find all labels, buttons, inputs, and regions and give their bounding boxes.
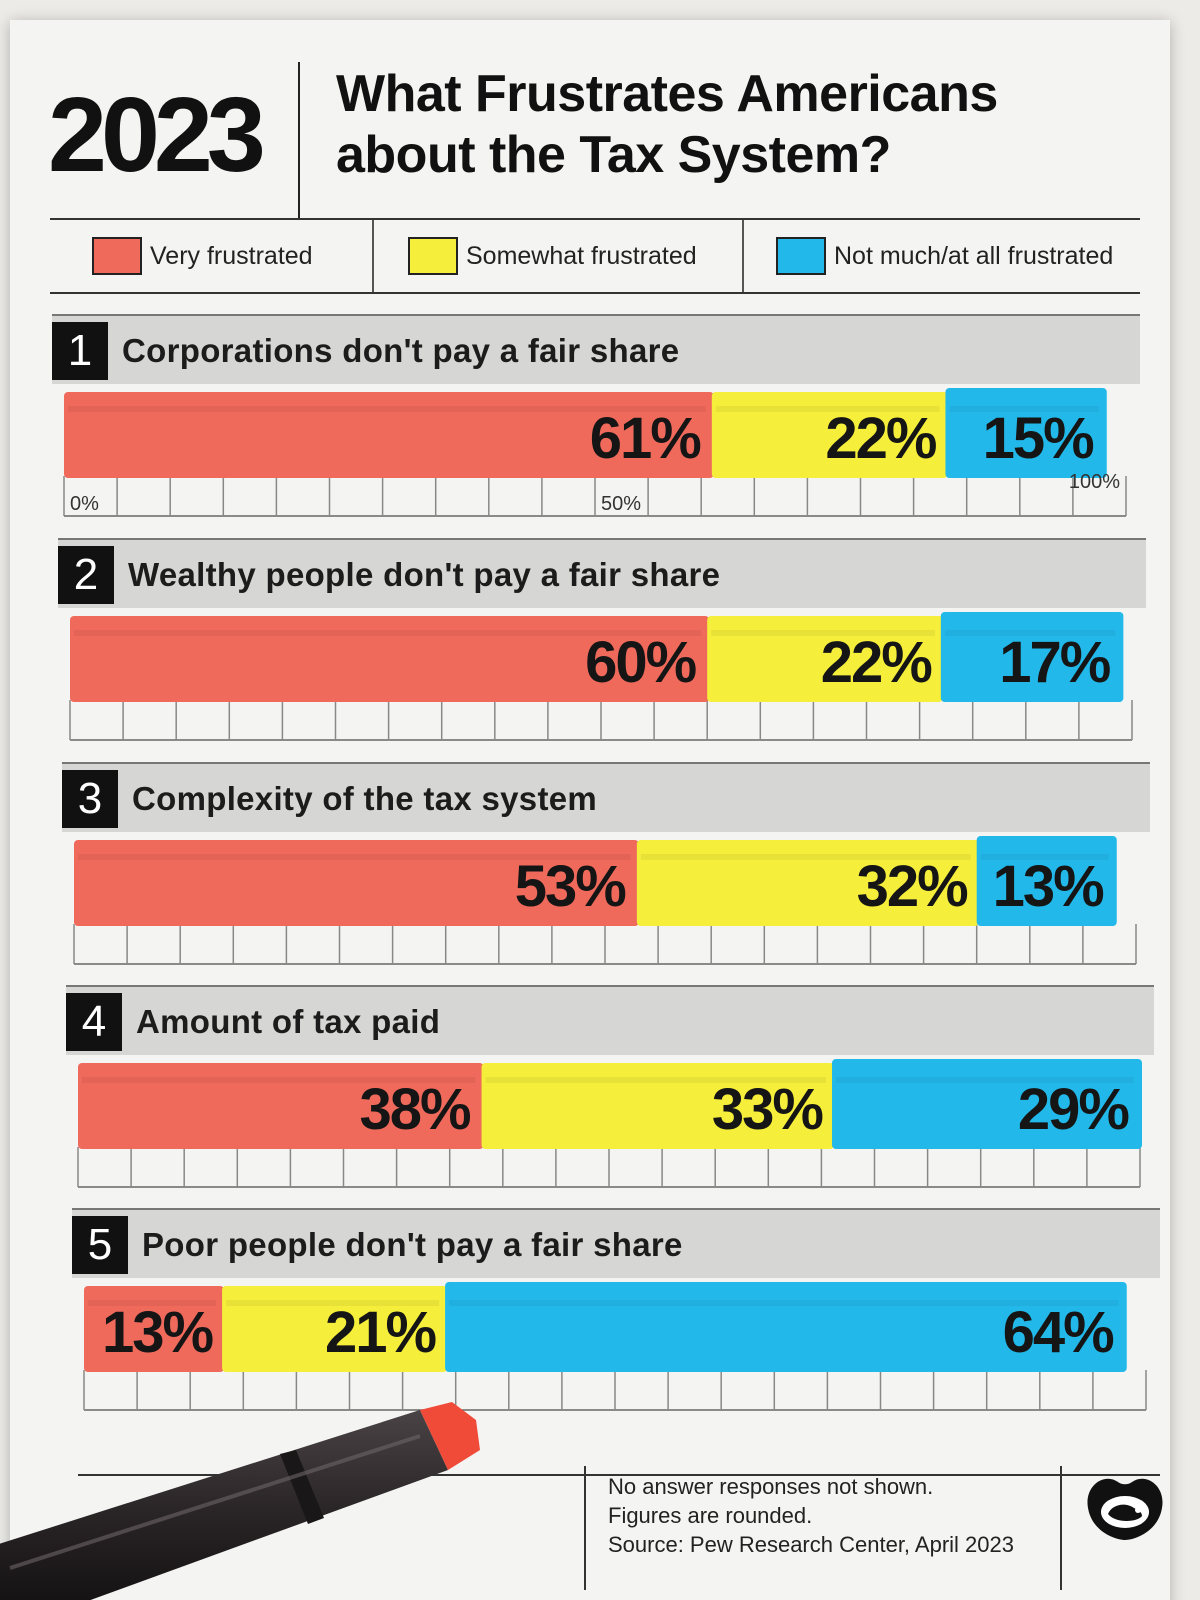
data-label-very: 13%: [102, 1300, 214, 1365]
question-number: 3: [62, 770, 118, 828]
bar-segment-not: [940, 612, 1124, 702]
legend-divider: [372, 220, 374, 292]
bar-chart-row: 38% 33% 29%: [77, 1059, 1142, 1188]
data-label-not: 15%: [983, 406, 1095, 471]
bar-segment-not: [832, 1059, 1142, 1149]
data-label-not: 13%: [993, 854, 1105, 919]
question-band: 4 Amount of tax paid: [66, 985, 1154, 1055]
axis-tick-label: 0%: [70, 493, 99, 515]
marker-streak: [88, 1300, 217, 1306]
footer-divider: [584, 1466, 586, 1590]
footer-rule: [78, 1474, 1160, 1476]
bar-segment-very: [78, 1063, 484, 1149]
question-number: 2: [58, 546, 114, 604]
question-band: 3 Complexity of the tax system: [62, 762, 1150, 832]
marker-streak: [485, 1077, 827, 1083]
legend-divider: [742, 220, 744, 292]
visual-capitalist-logo-icon: [1087, 1478, 1163, 1540]
bar-segment-very: [70, 616, 710, 702]
header-divider: [298, 62, 300, 218]
data-label-somewhat: 22%: [821, 630, 933, 695]
question-number: 1: [52, 322, 108, 380]
question-band: 5 Poor people don't pay a fair share: [72, 1208, 1160, 1278]
year-heading: 2023: [48, 76, 266, 194]
bar-segment-very: [64, 392, 714, 478]
marker-streak: [640, 854, 971, 860]
data-label-somewhat: 22%: [825, 406, 937, 471]
question-number: 5: [72, 1216, 128, 1274]
note-line-1: No answer responses not shown.: [608, 1474, 934, 1499]
footer-note: No answer responses not shown. Figures a…: [608, 1472, 1048, 1559]
data-label-very: 38%: [359, 1077, 471, 1142]
bar-segment-somewhat: [222, 1286, 448, 1372]
axis-tick-label: 50%: [601, 493, 641, 515]
axis-tick-label: 100%: [1069, 471, 1120, 493]
marker-streak: [980, 854, 1109, 860]
bar-segment-somewhat: [707, 616, 943, 702]
data-label-somewhat: 33%: [712, 1077, 824, 1142]
legend-item-somewhat: Somewhat frustrated: [408, 222, 697, 290]
marker-streak: [836, 1077, 1134, 1083]
legend-item-not: Not much/at all frustrated: [776, 222, 1113, 290]
question-band: 1 Corporations don't pay a fair share: [52, 314, 1140, 384]
bar-chart-row: 60% 22% 17%: [69, 612, 1133, 741]
legend-top-rule: [50, 218, 1140, 220]
title-line-2: about the Tax System?: [336, 125, 891, 184]
question-label: Poor people don't pay a fair share: [142, 1226, 683, 1263]
marker-streak: [711, 630, 935, 636]
data-label-somewhat: 32%: [857, 854, 969, 919]
legend-label-very: Very frustrated: [150, 241, 313, 270]
data-label-very: 60%: [585, 630, 697, 695]
data-label-not: 64%: [1003, 1300, 1115, 1365]
bar-chart-row: 13% 21% 64%: [83, 1282, 1147, 1411]
legend-label-somewhat: Somewhat frustrated: [466, 241, 697, 270]
title-line-1: What Frustrates Americans: [336, 65, 998, 123]
question-label: Corporations don't pay a fair share: [122, 332, 680, 369]
marker-pen-icon: [0, 1402, 480, 1600]
data-label-very: 61%: [590, 406, 702, 471]
marker-streak: [715, 406, 940, 412]
question-number: 4: [66, 993, 122, 1051]
bar-segment-not: [445, 1282, 1127, 1372]
marker-streak: [944, 630, 1116, 636]
marker-streak: [82, 1077, 476, 1083]
chart-title: What Frustrates Americans about the Tax …: [336, 64, 1096, 186]
question-band: 2 Wealthy people don't pay a fair share: [58, 538, 1146, 608]
data-label-very: 53%: [515, 854, 627, 919]
legend-item-very: Very frustrated: [92, 222, 313, 290]
data-label-not: 17%: [999, 630, 1111, 695]
marker-streak: [78, 854, 631, 860]
question-label: Wealthy people don't pay a fair share: [128, 556, 721, 593]
footer-divider: [1060, 1466, 1062, 1590]
marker-streak: [226, 1300, 440, 1306]
data-label-not: 29%: [1018, 1077, 1130, 1142]
legend-label-not: Not much/at all frustrated: [834, 241, 1114, 270]
bar-segment-somewhat: [636, 840, 979, 926]
source-line: Source: Pew Research Center, April 2023: [608, 1532, 1015, 1558]
bar-segment-very: [84, 1286, 225, 1372]
bar-segment-very: [74, 840, 639, 926]
bar-segment-not: [945, 388, 1107, 478]
bar-chart-row: 61% 22% 15% 0% 50% 100%: [63, 388, 1127, 517]
question-label: Amount of tax paid: [136, 1003, 441, 1040]
question-label: Complexity of the tax system: [132, 780, 598, 817]
bar-segment-somewhat: [711, 392, 948, 478]
data-label-somewhat: 21%: [325, 1300, 437, 1365]
note-line-2: Figures are rounded.: [608, 1503, 813, 1529]
marker-streak: [449, 1300, 1119, 1306]
bar-chart-row: 53% 32% 13%: [73, 836, 1137, 965]
marker-streak: [68, 406, 706, 412]
legend-swatch-somewhat: [408, 237, 458, 275]
legend-swatch-very: [92, 237, 142, 275]
marker-streak: [949, 406, 1099, 412]
bar-segment-somewhat: [481, 1063, 835, 1149]
marker-streak: [74, 630, 702, 636]
legend-bottom-rule: [50, 292, 1140, 294]
legend-swatch-not: [776, 237, 826, 275]
bar-segment-not: [976, 836, 1117, 926]
